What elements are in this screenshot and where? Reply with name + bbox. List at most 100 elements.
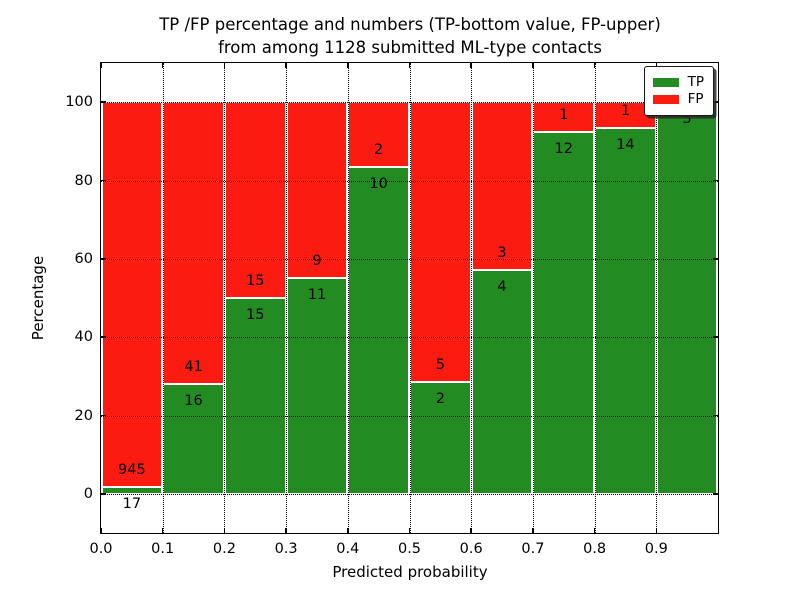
legend-label-fp: FP [687,91,704,107]
tp-count-label: 12 [554,141,573,158]
legend: TP FP [643,66,714,116]
x-tick-mark [161,528,164,533]
tp-count-label: 5 [682,111,692,128]
vertical-gridline [162,63,164,533]
fp-legend-swatch [652,95,679,104]
fp-count-label: 1 [620,103,631,120]
fp-count-label: 1 [559,107,569,124]
x-tick-label: 0.2 [212,541,236,557]
y-tick-label: 100 [65,94,93,111]
tp-bar-segment [101,486,163,494]
tp-count-label: 4 [497,279,507,296]
x-tick-label: 0.6 [459,541,483,557]
x-tick-mark [161,63,164,68]
fp-count-label: 2 [374,142,384,159]
tp-count-label: 14 [616,137,635,154]
x-tick-mark [100,528,102,533]
tp-count-label: 16 [184,392,203,409]
x-tick-mark [655,528,658,533]
fp-count-label: 41 [184,358,203,375]
x-tick-label: 0.1 [151,541,175,557]
legend-item-fp: FP [652,91,704,107]
fp-bar-segment [471,102,533,271]
y-tick-label: 80 [74,172,93,189]
y-tick-mark [713,101,718,103]
vertical-gridline [594,63,596,533]
vertical-gridline [656,63,658,533]
fp-bar-segment [286,102,348,279]
x-axis-label: Predicted probability [332,563,488,581]
y-tick-mark [713,258,718,260]
x-tick-mark [285,528,287,533]
fp-bar-segment [348,102,409,168]
y-tick-label: 40 [74,329,93,346]
x-tick-label: 0.9 [644,541,668,557]
y-tick-mark [101,336,106,338]
x-tick-mark [408,528,411,533]
fp-bar-segment [101,102,163,487]
y-tick-mark [713,414,718,417]
tp-bar-segment [348,167,409,494]
x-tick-mark [532,63,534,68]
tp-legend-swatch [652,78,679,87]
fp-count-label: 9 [312,253,322,270]
fp-bar-segment [410,102,471,382]
x-tick-label: 0.7 [521,541,545,557]
x-tick-label: 0.0 [89,541,113,557]
x-tick-mark [470,63,472,68]
x-tick-mark [223,63,226,68]
y-tick-label: 0 [83,485,93,502]
vertical-gridline [532,63,534,533]
fp-count-label: 945 [118,461,146,478]
x-tick-mark [593,528,596,533]
fp-count-label: 15 [246,273,265,289]
x-tick-mark [470,528,472,533]
plot-area: 0 20 40 60 80 100 0.0 0.1 0.2 0.3 0.4 0.5 0.6 0.7 0.8 0… [65,62,719,557]
x-tick-mark [347,63,349,68]
x-tick-mark [223,528,226,533]
vertical-gridline [347,63,349,533]
tp-count-label: 17 [122,495,142,512]
chart-title: TP /FP percentage and numbers (TP-bottom… [90,13,730,59]
tp-bar-segment [533,132,595,494]
y-tick-label: 60 [74,250,93,267]
chart-title-line1: TP /FP percentage and numbers (TP-bottom… [159,15,661,34]
y-tick-mark [101,258,106,260]
y-tick-mark [101,493,106,495]
x-tick-label: 0.4 [336,541,360,557]
tp-bar-segment [224,298,286,494]
vertical-gridline [409,63,411,533]
x-tick-mark [408,63,411,68]
vertical-gridline [471,63,473,533]
tp-bar-segment [286,278,348,494]
y-tick-mark [713,179,718,182]
fp-count-label: 3 [497,245,507,262]
chart-title-line2: from among 1128 submitted ML-type contac… [218,38,602,57]
y-tick-mark [713,493,718,495]
y-tick-mark [101,179,106,182]
y-tick-mark [713,336,718,338]
x-tick-mark [655,63,658,68]
tp-count-label: 11 [307,287,327,304]
legend-item-tp: TP [652,74,704,90]
tp-count-label: 2 [435,390,445,407]
tp-count-label: 10 [369,176,388,193]
x-tick-label: 0.8 [583,541,607,557]
y-axis-label: Percentage [29,255,47,341]
x-tick-mark [532,528,534,533]
legend-label-tp: TP [687,74,704,90]
fp-bar-segment [224,102,286,298]
vertical-gridline [286,63,288,533]
x-tick-mark [100,63,102,68]
tp-count-label: 15 [246,307,265,323]
y-tick-mark [101,414,106,417]
x-tick-mark [593,63,596,68]
x-tick-label: 0.5 [397,541,422,557]
x-tick-mark [347,528,349,533]
tp-bar-segment [471,270,533,494]
fp-bar-segment [163,102,224,384]
vertical-gridline [224,63,226,533]
tp-bar-segment [656,102,718,494]
x-tick-mark [285,63,287,68]
